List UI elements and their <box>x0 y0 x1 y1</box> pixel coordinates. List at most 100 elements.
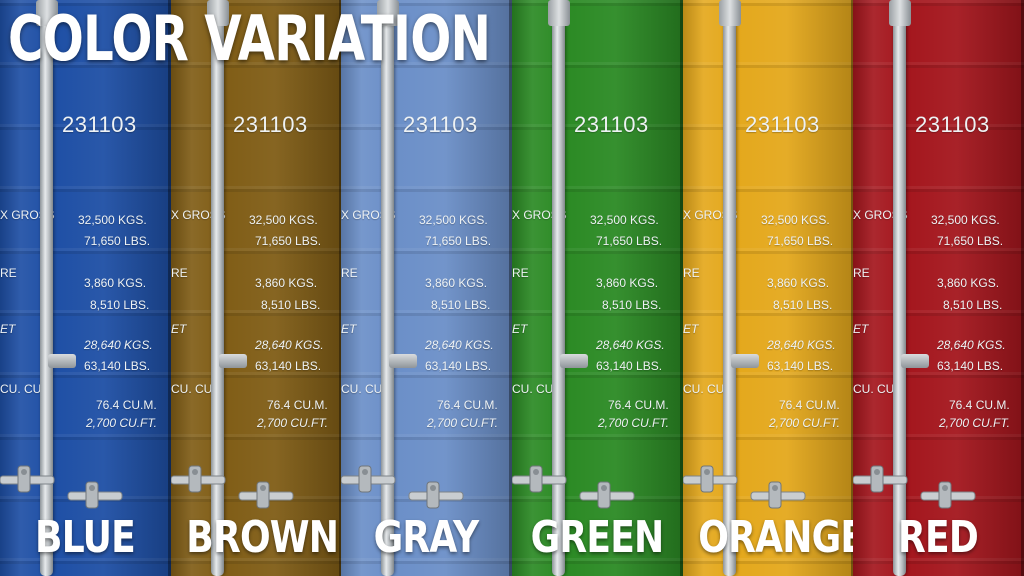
net-kgs: 28,640 KGS. <box>84 338 153 352</box>
container-number: 231103 <box>233 112 308 137</box>
locking-bar <box>40 0 53 576</box>
tare-kgs: 3,860 KGS. <box>84 276 147 290</box>
door-handle <box>66 478 124 512</box>
container-number: 231103 <box>62 112 137 137</box>
page-title: COLOR VARIATION <box>8 2 491 75</box>
net-lbs: 63,140 LBS. <box>425 359 492 373</box>
net-label: ET <box>171 322 187 336</box>
door-handle <box>237 478 295 512</box>
locking-bar-bracket <box>219 354 247 368</box>
max-gross-lbs: 71,650 LBS. <box>425 234 492 248</box>
max-gross-kgs: 32,500 KGS. <box>78 213 147 227</box>
tare-lbs: 8,510 LBS. <box>943 298 1003 312</box>
net-label: ET <box>853 322 869 336</box>
tare-label: RE <box>683 266 700 280</box>
max-gross-lbs: 71,650 LBS. <box>84 234 151 248</box>
max-gross-kgs: 32,500 KGS. <box>590 213 659 227</box>
net-lbs: 63,140 LBS. <box>255 359 322 373</box>
cubic-capacity-label: CU. CUP. <box>512 382 564 396</box>
color-name-label: RED <box>898 512 979 563</box>
cubic-capacity-label: CU. CUP. <box>683 382 735 396</box>
max-gross-kgs: 32,500 KGS. <box>249 213 318 227</box>
max-gross-lbs: 71,650 LBS. <box>596 234 663 248</box>
max-gross-lbs: 71,650 LBS. <box>255 234 322 248</box>
cubic-capacity-label: CU. CUP. <box>853 382 905 396</box>
cubic-meters: 76.4 CU.M. <box>949 398 1010 412</box>
door-handle <box>512 462 568 496</box>
net-kgs: 28,640 KGS. <box>937 338 1006 352</box>
container-number: 231103 <box>403 112 478 137</box>
color-name-label: BLUE <box>35 512 136 563</box>
max-gross-lbs: 71,650 LBS. <box>767 234 834 248</box>
locking-bar-bracket <box>731 354 759 368</box>
door-handle <box>0 462 56 496</box>
container-number: 231103 <box>915 112 990 137</box>
door-seam <box>680 0 684 576</box>
color-panel-blue: 231103 X GROSS 32,500 KGS. 71,650 LBS. RE 3,8… <box>0 0 172 576</box>
tare-label: RE <box>853 266 870 280</box>
net-lbs: 63,140 LBS. <box>767 359 834 373</box>
net-lbs: 63,140 LBS. <box>84 359 151 373</box>
net-label: ET <box>341 322 357 336</box>
net-kgs: 28,640 KGS. <box>596 338 665 352</box>
tare-lbs: 8,510 LBS. <box>431 298 491 312</box>
color-name-label: BROWN <box>186 512 339 563</box>
locking-bar-cam <box>889 0 911 26</box>
tare-label: RE <box>0 266 17 280</box>
tare-label: RE <box>341 266 358 280</box>
locking-bar-cam <box>36 0 58 26</box>
max-gross-kgs: 32,500 KGS. <box>419 213 488 227</box>
locking-bar-cam <box>719 0 741 26</box>
max-gross-lbs: 71,650 LBS. <box>937 234 1004 248</box>
net-lbs: 63,140 LBS. <box>937 359 1004 373</box>
locking-bar-bracket <box>560 354 588 368</box>
door-handle <box>919 478 977 512</box>
tare-lbs: 8,510 LBS. <box>773 298 833 312</box>
door-handle <box>853 462 909 496</box>
cubic-meters: 76.4 CU.M. <box>437 398 498 412</box>
cubic-capacity-label: CU. CUP. <box>171 382 223 396</box>
net-kgs: 28,640 KGS. <box>425 338 494 352</box>
cubic-meters: 76.4 CU.M. <box>779 398 840 412</box>
color-panel-green: 231103 X GROSS 32,500 KGS. 71,650 LBS. RE 3,8… <box>512 0 684 576</box>
cubic-feet: 2,700 CU.FT. <box>598 416 669 430</box>
cubic-feet: 2,700 CU.FT. <box>86 416 157 430</box>
cubic-capacity-label: CU. CUP. <box>341 382 393 396</box>
locking-bar-bracket <box>901 354 929 368</box>
container-number: 231103 <box>745 112 820 137</box>
tare-lbs: 8,510 LBS. <box>90 298 150 312</box>
locking-bar-bracket <box>48 354 76 368</box>
net-label: ET <box>0 322 16 336</box>
cubic-meters: 76.4 CU.M. <box>267 398 328 412</box>
net-lbs: 63,140 LBS. <box>596 359 663 373</box>
locking-bar <box>211 0 224 576</box>
cubic-meters: 76.4 CU.M. <box>96 398 157 412</box>
locking-bar <box>723 0 736 576</box>
door-handle <box>749 478 807 512</box>
color-name-label: ORANGE <box>698 512 855 563</box>
tare-lbs: 8,510 LBS. <box>261 298 321 312</box>
color-name-label: GRAY <box>373 512 480 563</box>
tare-label: RE <box>512 266 529 280</box>
locking-bar-cam <box>207 0 229 26</box>
tare-kgs: 3,860 KGS. <box>767 276 830 290</box>
locking-bar-cam <box>548 0 570 26</box>
cubic-feet: 2,700 CU.FT. <box>769 416 840 430</box>
cubic-feet: 2,700 CU.FT. <box>257 416 328 430</box>
cubic-feet: 2,700 CU.FT. <box>939 416 1010 430</box>
locking-bar <box>381 0 394 576</box>
locking-bar-bracket <box>389 354 417 368</box>
locking-bar <box>893 0 906 576</box>
max-gross-kgs: 32,500 KGS. <box>931 213 1000 227</box>
door-handle <box>171 462 227 496</box>
cubic-feet: 2,700 CU.FT. <box>427 416 498 430</box>
cubic-meters: 76.4 CU.M. <box>608 398 669 412</box>
tare-kgs: 3,860 KGS. <box>425 276 488 290</box>
door-handle <box>341 462 397 496</box>
net-label: ET <box>512 322 528 336</box>
net-label: ET <box>683 322 699 336</box>
color-panel-brown: 231103 X GROSS 32,500 KGS. 71,650 LBS. RE 3,8… <box>171 0 343 576</box>
door-seam <box>1021 0 1024 576</box>
locking-bar-cam <box>377 0 399 26</box>
